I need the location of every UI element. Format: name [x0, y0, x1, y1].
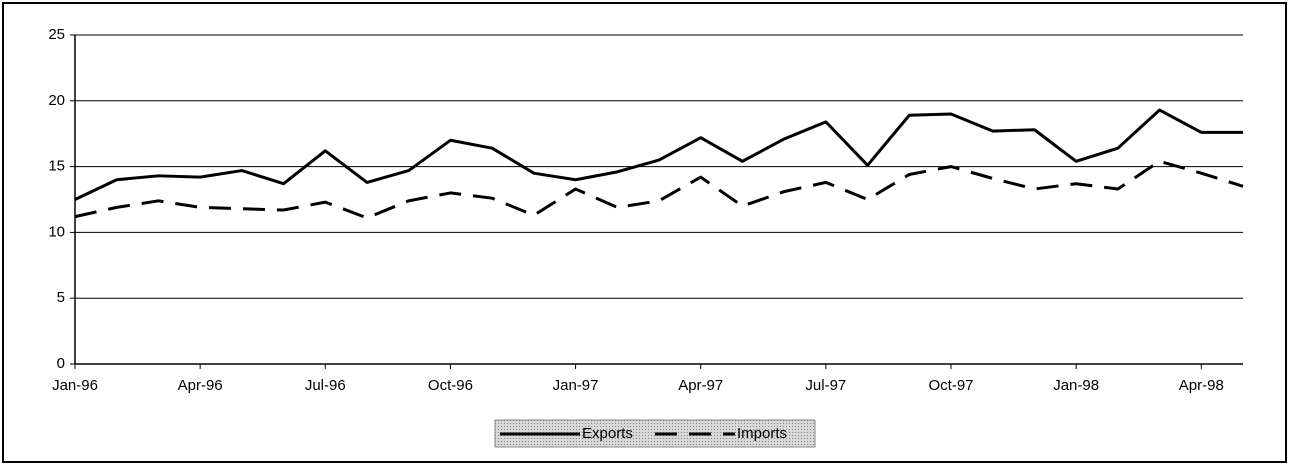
x-tick-label: Jan-96: [52, 377, 98, 394]
x-tick-label: Jan-98: [1053, 377, 1099, 394]
x-tick-label: Apr-98: [1179, 377, 1224, 394]
y-tick-label: 0: [57, 355, 65, 372]
y-tick-label: 5: [57, 289, 65, 306]
x-tick-label: Apr-97: [678, 377, 723, 394]
y-tick-label: 15: [48, 158, 65, 175]
y-tick-label: 20: [48, 92, 65, 109]
legend: Exports Imports: [494, 419, 816, 448]
legend-label: Exports: [582, 425, 633, 442]
y-tick-label: 25: [48, 26, 65, 43]
x-tick-label: Oct-97: [928, 377, 973, 394]
x-tick-label: Jul-96: [305, 377, 346, 394]
x-tick-label: Jan-97: [553, 377, 599, 394]
x-tick-label: Oct-96: [428, 377, 473, 394]
legend-label: Imports: [737, 425, 787, 442]
x-tick-label: Apr-96: [178, 377, 223, 394]
series-line: [74, 159, 1244, 220]
y-tick-label: 10: [48, 223, 65, 240]
series-line: [74, 108, 1243, 201]
x-tick-label: Jul-97: [805, 377, 846, 394]
